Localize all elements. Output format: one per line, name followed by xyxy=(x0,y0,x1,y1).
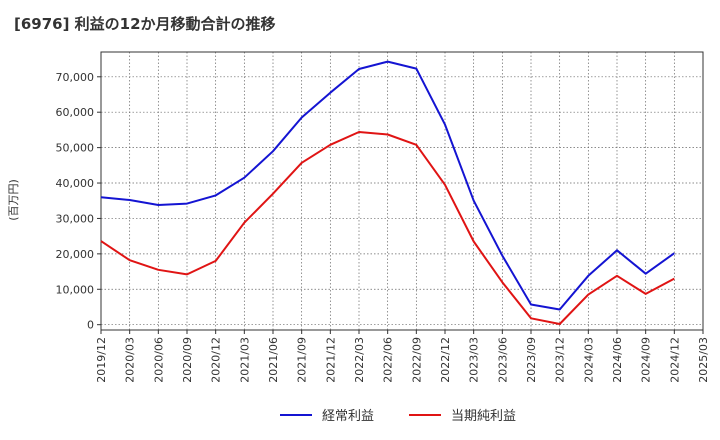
x-tick-label: 2024/03 xyxy=(582,337,595,383)
legend-label: 経常利益 xyxy=(322,409,374,424)
y-tick-label: 40,000 xyxy=(56,177,95,190)
chart-title: [6976] 利益の12か月移動合計の推移 xyxy=(14,15,276,33)
x-tick-label: 2023/06 xyxy=(496,337,509,383)
y-axis-ticks: 0 10,000 20,000 30,000 40,000 50,000 60,000 70,… xyxy=(56,71,101,332)
x-tick-label: 2022/03 xyxy=(353,337,366,383)
x-tick-label: 2020/12 xyxy=(210,337,223,383)
x-tick-label: 2022/09 xyxy=(410,337,423,383)
legend-label: 当期純利益 xyxy=(451,409,516,424)
x-tick-label: 2020/06 xyxy=(152,337,165,383)
x-tick-label: 2024/06 xyxy=(611,337,624,383)
x-tick-label: 2023/03 xyxy=(468,337,481,383)
x-axis-ticks: 2019/12 2020/03 2020/06 2020/09 2020/12 2021/… xyxy=(95,330,710,383)
x-tick-label: 2021/03 xyxy=(238,337,251,383)
x-tick-label: 2023/12 xyxy=(554,337,567,383)
y-tick-label: 20,000 xyxy=(56,248,95,261)
x-tick-label: 2024/12 xyxy=(668,337,681,383)
y-axis-label: (百万円) xyxy=(7,179,20,221)
x-tick-label: 2022/06 xyxy=(382,337,395,383)
series-line-ordinary-profit xyxy=(100,60,675,311)
plot-frame xyxy=(100,51,704,331)
legend: 経常利益 当期純利益 xyxy=(280,409,516,424)
series-line-net-income xyxy=(100,131,675,325)
y-tick-label: 10,000 xyxy=(56,283,95,296)
x-tick-label: 2021/12 xyxy=(324,337,337,383)
y-tick-label: 50,000 xyxy=(56,142,95,155)
x-tick-label: 2021/06 xyxy=(267,337,280,383)
y-tick-label: 0 xyxy=(87,319,94,332)
x-tick-label: 2021/09 xyxy=(296,337,309,383)
x-tick-label: 2022/12 xyxy=(439,337,452,383)
x-tick-label: 2025/03 xyxy=(697,337,710,383)
series-lines xyxy=(100,60,675,325)
y-tick-label: 30,000 xyxy=(56,212,95,225)
x-tick-label: 2020/09 xyxy=(181,337,194,383)
x-tick-label: 2024/09 xyxy=(640,337,653,383)
x-tick-label: 2023/09 xyxy=(525,337,538,383)
y-tick-label: 70,000 xyxy=(56,71,95,84)
x-tick-label: 2020/03 xyxy=(124,337,137,383)
y-tick-label: 60,000 xyxy=(56,106,95,119)
x-tick-label: 2019/12 xyxy=(95,337,108,383)
grid-lines xyxy=(101,52,703,330)
